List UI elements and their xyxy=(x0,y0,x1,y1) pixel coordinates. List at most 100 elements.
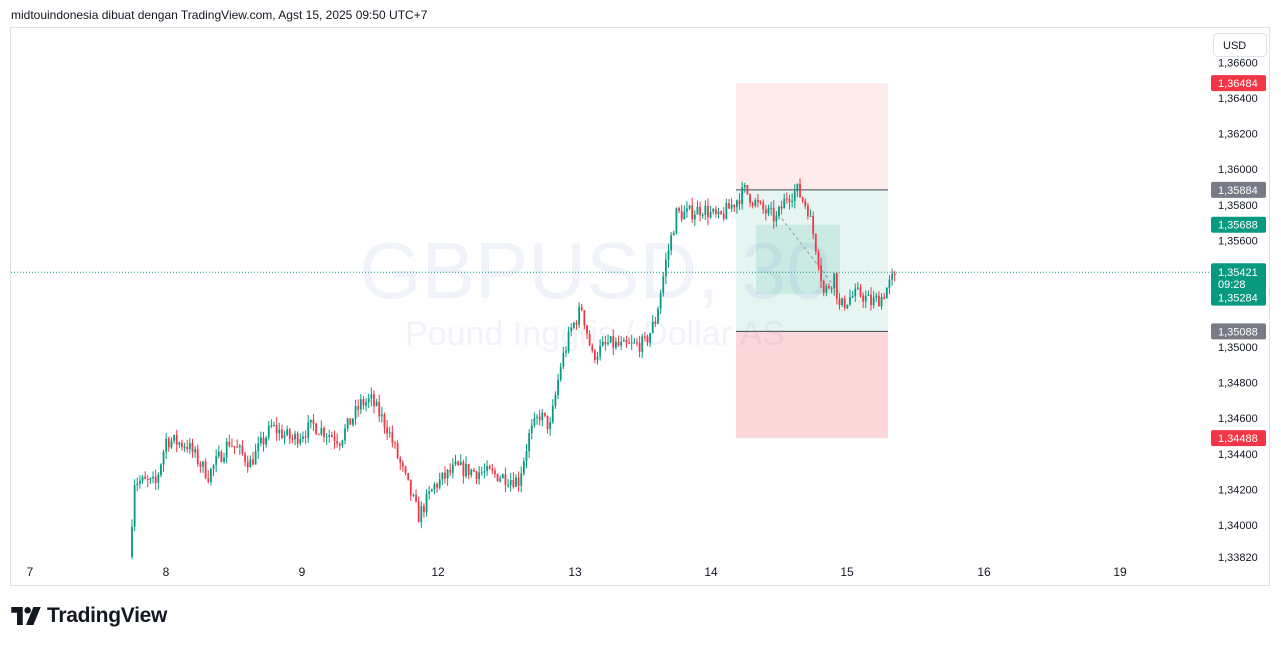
candle-body xyxy=(686,208,688,212)
candle-body xyxy=(636,342,638,344)
candle-body xyxy=(780,206,783,209)
candle-body xyxy=(459,461,462,465)
candle-body xyxy=(315,423,317,435)
y-tick-label: 1,33820 xyxy=(1218,552,1258,564)
currency-button[interactable]: USD xyxy=(1213,33,1267,57)
chart-frame[interactable] xyxy=(10,27,1270,586)
candle-body xyxy=(696,206,699,215)
tradingview-logo-icon xyxy=(11,607,41,625)
candle-body xyxy=(167,438,170,448)
candle-body xyxy=(557,379,559,396)
candle-body xyxy=(691,205,694,220)
candle-body xyxy=(630,342,633,344)
candle-body xyxy=(825,286,828,293)
candle-body xyxy=(822,280,825,293)
candle-body xyxy=(136,483,139,486)
candle-body xyxy=(436,484,438,488)
candle-body xyxy=(430,489,433,492)
x-tick-label: 9 xyxy=(299,565,306,579)
candle-body xyxy=(530,425,533,434)
candle-body xyxy=(704,205,707,215)
candle-body xyxy=(593,350,596,360)
candle-body xyxy=(778,206,780,216)
candle-body xyxy=(638,342,641,353)
candle-body xyxy=(386,427,389,434)
candle-body xyxy=(707,205,709,218)
candle-body xyxy=(423,506,425,512)
candle-body xyxy=(320,427,323,435)
price-tag xyxy=(1211,289,1266,306)
candle-body xyxy=(730,204,733,209)
candle-body xyxy=(225,441,228,458)
candle-body xyxy=(683,211,686,220)
candle-body xyxy=(854,288,857,297)
candle-body xyxy=(851,296,854,298)
candle-body xyxy=(207,478,210,482)
candle-body xyxy=(562,352,565,367)
candle-body xyxy=(254,450,257,465)
candle-body xyxy=(270,425,273,427)
tradingview-brand[interactable]: TradingView xyxy=(11,604,167,628)
lower-stop-zone xyxy=(736,331,888,439)
candle-body xyxy=(607,342,609,344)
candle-body xyxy=(401,462,404,467)
price-tag-value: 1,35088 xyxy=(1218,326,1258,338)
candle-body xyxy=(415,494,417,502)
candle-body xyxy=(664,259,667,277)
candle-body xyxy=(754,199,757,206)
x-tick-label: 14 xyxy=(704,565,718,579)
candle-body xyxy=(475,471,478,479)
x-tick-label: 19 xyxy=(1113,565,1127,579)
candle-body xyxy=(536,416,538,418)
candle-body xyxy=(309,419,312,423)
candle-body xyxy=(625,339,628,343)
candle-body xyxy=(888,279,891,288)
candle-body xyxy=(281,429,283,439)
candle-body xyxy=(131,526,133,557)
candle-body xyxy=(880,297,883,307)
price-tag-value: 1,35688 xyxy=(1218,220,1258,232)
trend-dashed-line xyxy=(777,213,841,295)
candle-body xyxy=(741,187,744,205)
candle-body xyxy=(244,453,246,462)
y-tick-label: 1,34400 xyxy=(1218,449,1258,461)
candle-body xyxy=(659,293,662,309)
candle-body xyxy=(807,205,809,217)
candle-body xyxy=(828,286,830,288)
candle-body xyxy=(420,506,423,523)
candle-body xyxy=(367,398,370,403)
candle-body xyxy=(488,465,491,469)
candle-body xyxy=(380,414,383,417)
candle-body xyxy=(354,406,357,419)
candle-body xyxy=(775,215,778,222)
candle-body xyxy=(814,234,817,252)
candle-body xyxy=(751,203,754,206)
candle-body xyxy=(583,310,586,326)
price-tag xyxy=(1211,75,1266,92)
candle-body xyxy=(509,480,512,486)
candle-body xyxy=(378,401,381,417)
candle-body xyxy=(693,214,696,220)
time-axis[interactable]: 7 8 9 12 13 14 15 16 19 xyxy=(27,565,1127,579)
candle-body xyxy=(152,476,154,479)
candle-body xyxy=(149,478,152,480)
candle-body xyxy=(580,307,583,311)
candle-body xyxy=(893,273,896,275)
price-tag-value: 1,36484 xyxy=(1218,78,1258,90)
candle-body xyxy=(451,464,454,473)
candle-body xyxy=(544,412,546,416)
position-tool[interactable] xyxy=(736,83,888,439)
candle-body xyxy=(680,211,683,220)
candle-body xyxy=(465,463,467,477)
candle-body xyxy=(749,194,751,204)
candle-body xyxy=(312,419,315,424)
price-axis[interactable]: 1,36600 1,36400 1,36200 1,36000 1,35800 1,356… xyxy=(1218,57,1258,564)
y-tick-label: 1,35800 xyxy=(1218,200,1258,212)
candle-body xyxy=(328,435,331,437)
candle-body xyxy=(720,211,723,214)
candle-body xyxy=(499,478,502,482)
candle-body xyxy=(728,203,730,209)
candle-body xyxy=(849,297,851,305)
candle-body xyxy=(609,336,612,343)
